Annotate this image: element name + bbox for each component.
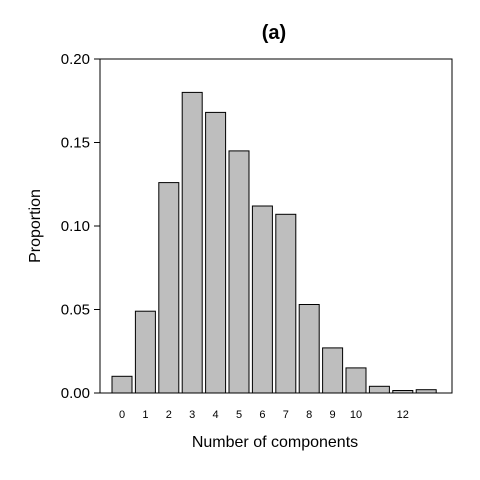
- x-axis-tick-labels: 0 1 2 3 4 5 6 7 8 9 10 12: [119, 409, 409, 421]
- bar-9: [322, 347, 344, 394]
- x-tick-label: 10: [350, 409, 362, 421]
- bar-3: [181, 91, 203, 394]
- y-tick-label: 0.20: [61, 51, 90, 68]
- bar-6: [251, 205, 273, 394]
- x-tick-label: 5: [236, 409, 242, 421]
- bar-13: [415, 389, 437, 394]
- chart-title: (a): [262, 22, 286, 44]
- x-tick-label: 4: [213, 409, 219, 421]
- x-tick-label: 2: [166, 409, 172, 421]
- y-tick-label: 0.05: [61, 302, 90, 319]
- x-tick-label: 1: [142, 409, 148, 421]
- x-tick-label: 8: [306, 409, 312, 421]
- x-tick-label: 12: [397, 409, 409, 421]
- y-tick-label: 0.00: [61, 385, 90, 402]
- x-tick-label: 7: [283, 409, 289, 421]
- bar-7: [275, 213, 297, 394]
- bar-12: [392, 390, 414, 394]
- bar-4: [205, 111, 227, 394]
- x-tick-label: 9: [330, 409, 336, 421]
- y-axis-label: Proportion: [27, 189, 44, 263]
- bar-1: [134, 310, 156, 394]
- x-tick-label: 0: [119, 409, 125, 421]
- y-tick-label: 0.15: [61, 135, 90, 152]
- bar-0: [111, 375, 133, 394]
- bars: [111, 91, 437, 394]
- bar-11: [368, 385, 390, 394]
- bar-5: [228, 150, 250, 394]
- x-axis-label: Number of components: [192, 434, 358, 451]
- y-axis: 0.00 0.05 0.10 0.15 0.20: [61, 51, 100, 402]
- bar-10: [345, 367, 367, 394]
- bar-8: [298, 304, 320, 394]
- x-tick-label: 3: [189, 409, 195, 421]
- x-tick-label: 6: [259, 409, 265, 421]
- y-tick-label: 0.10: [61, 218, 90, 235]
- bar-2: [158, 182, 180, 394]
